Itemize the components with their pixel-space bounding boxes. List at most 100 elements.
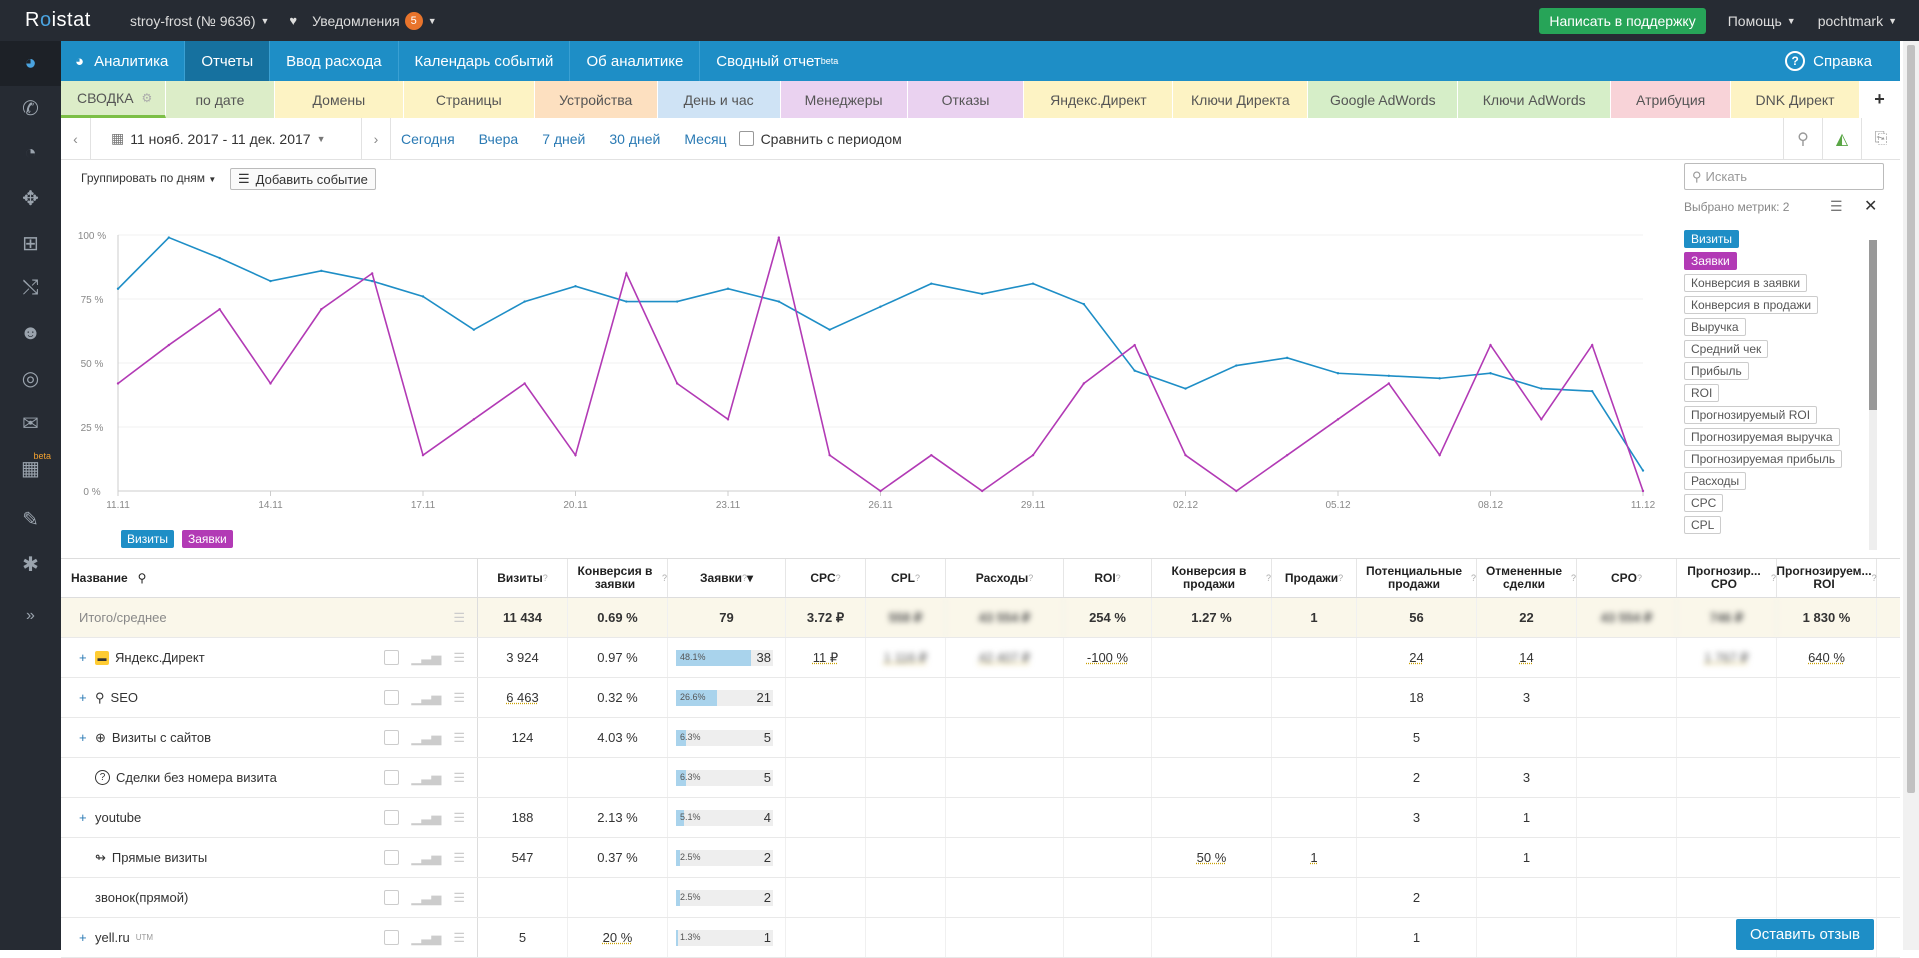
chart-icon[interactable]: ▁▃▅ [411, 690, 441, 706]
pie-chart-icon[interactable]: ◕ [0, 41, 61, 86]
row-select-checkbox[interactable] [384, 890, 399, 905]
barcode-icon[interactable]: ▦ beta [0, 446, 61, 491]
project-selector[interactable]: stroy-frost (№ 9636) ▼ [130, 13, 269, 29]
row-name[interactable]: Сделки без номера визита [116, 770, 277, 785]
tab-bounces[interactable]: Отказы [908, 81, 1025, 118]
column-header-forecast-roi[interactable]: Прогнозируем... ROI? [1777, 559, 1877, 597]
info-icon[interactable]: ? [1637, 572, 1642, 585]
next-period-arrow-icon[interactable]: › [361, 118, 391, 160]
list-icon[interactable]: ☰ [453, 890, 465, 906]
cell-cancelled[interactable]: 3 [1477, 678, 1577, 717]
metric-list-scrollbar[interactable] [1869, 240, 1877, 550]
row-name[interactable]: SEO [111, 690, 138, 705]
chart-icon[interactable]: ▁▃▅ [411, 890, 441, 906]
column-header-roi[interactable]: ROI? [1064, 559, 1152, 597]
cell-cancelled[interactable]: 3 [1477, 758, 1577, 797]
metric-tag[interactable]: ROI [1684, 384, 1719, 402]
list-icon[interactable]: ☰ [453, 730, 465, 746]
dashboard-icon[interactable]: ◔ [0, 131, 61, 176]
tab-by-date[interactable]: по дате [166, 81, 275, 118]
cell-cancelled[interactable]: 1 [1477, 798, 1577, 837]
compare-period-toggle[interactable]: Сравнить с периодом [739, 131, 902, 147]
legend-leads[interactable]: Заявки [182, 530, 233, 548]
mail-icon[interactable]: ✉ [0, 401, 61, 446]
nav-summary-report[interactable]: Сводный отчет beta [700, 41, 854, 81]
info-icon[interactable]: ? [836, 572, 841, 585]
list-icon[interactable]: ☰ [453, 770, 465, 786]
expand-plus-icon[interactable]: + [79, 810, 89, 825]
tab-pages[interactable]: Страницы [404, 81, 535, 118]
cell-potential[interactable]: 2 [1357, 758, 1477, 797]
column-header-leads[interactable]: Заявки? ▾ [668, 559, 786, 597]
info-icon[interactable]: ? [543, 572, 548, 585]
column-header-potential-sales[interactable]: Потенциальные продажи? [1357, 559, 1477, 597]
row-select-checkbox[interactable] [384, 850, 399, 865]
table-row[interactable]: + youtube ▁▃▅ ☰ 188 2.13 % 5.1% 4 3 1 [61, 798, 1900, 838]
leave-feedback-button[interactable]: Оставить отзыв [1736, 919, 1874, 950]
column-header-sales[interactable]: Продажи? [1272, 559, 1357, 597]
group-by-selector[interactable]: Группировать по дням ▼ [81, 171, 216, 185]
cell-potential[interactable]: 5 [1357, 718, 1477, 757]
metric-search-input[interactable]: ⚲ Искать [1684, 163, 1884, 190]
nav-expense-input[interactable]: Ввод расхода [270, 41, 398, 81]
column-header-name[interactable]: Название ⚲ [61, 559, 478, 597]
page-scrollbar[interactable] [1903, 41, 1919, 950]
chart-icon[interactable]: ▁▃▅ [411, 810, 441, 826]
list-icon[interactable]: ☰ [453, 930, 465, 946]
nav-help[interactable]: ? Справка [1785, 51, 1900, 71]
row-select-checkbox[interactable] [384, 690, 399, 705]
nav-events-calendar[interactable]: Календарь событий [399, 41, 571, 81]
column-header-visits[interactable]: Визиты? [478, 559, 568, 597]
cell-potential[interactable]: 3 [1357, 798, 1477, 837]
info-icon[interactable]: ? [1266, 572, 1271, 585]
preset-30-days[interactable]: 30 дней [609, 131, 660, 147]
column-header-cpc[interactable]: CPC? [786, 559, 866, 597]
tab-devices[interactable]: Устройства [535, 81, 658, 118]
cell-potential[interactable]: 18 [1357, 678, 1477, 717]
row-select-checkbox[interactable] [384, 770, 399, 785]
table-row[interactable]: ? Сделки без номера визита ▁▃▅ ☰ 6.3% 5 2 3 [61, 758, 1900, 798]
expand-plus-icon[interactable]: + [79, 730, 89, 745]
shuffle-icon[interactable]: ⤭ [0, 266, 61, 311]
table-row[interactable]: + ⚲ SEO ▁▃▅ ☰ 6 463 0.32 % 26.6% 21 18 3 [61, 678, 1900, 718]
tab-attribution[interactable]: Атрибуция [1611, 81, 1731, 118]
metric-tag[interactable]: Расходы [1684, 472, 1746, 490]
phone-icon[interactable]: ✆ [0, 86, 61, 131]
tab-managers[interactable]: Менеджеры [781, 81, 908, 118]
row-name[interactable]: Визиты с сайтов [112, 730, 211, 745]
chart-icon[interactable]: ▁▃▅ [411, 650, 441, 666]
add-tab-button[interactable]: + [1860, 81, 1900, 118]
preset-today[interactable]: Сегодня [401, 131, 455, 147]
cell-cancelled[interactable]: 1 [1477, 838, 1577, 877]
help-menu[interactable]: Помощь ▼ [1728, 13, 1796, 29]
table-row[interactable]: звонок(прямой) ▁▃▅ ☰ 2.5% 2 2 [61, 878, 1900, 918]
nav-reports[interactable]: Отчеты [185, 41, 270, 81]
compare-checkbox[interactable] [739, 131, 754, 146]
metric-tag[interactable]: Прогнозируемая прибыль [1684, 450, 1842, 468]
table-row[interactable]: ↬ Прямые визиты ▁▃▅ ☰ 547 0.37 % 2.5% 2 50 % 1 1 [61, 838, 1900, 878]
cell-roi[interactable]: -100 % [1064, 638, 1152, 677]
info-icon[interactable]: ? [1471, 572, 1476, 585]
metric-tag[interactable]: Заявки [1684, 252, 1737, 270]
legend-visits[interactable]: Визиты [121, 530, 174, 548]
cell-cancelled[interactable]: 14 [1477, 638, 1577, 677]
list-icon[interactable]: ☰ [453, 690, 465, 706]
list-icon[interactable]: ☰ [453, 850, 465, 866]
column-header-conv-leads[interactable]: Конверсия в заявки? [568, 559, 668, 597]
expand-plus-icon[interactable]: + [79, 930, 89, 945]
tools-icon[interactable]: ✎ [0, 497, 61, 542]
row-select-checkbox[interactable] [384, 810, 399, 825]
gear-icon[interactable]: ⚙ [142, 91, 153, 105]
metric-tag[interactable]: Прогнозируемый ROI [1684, 406, 1817, 424]
roistat-logo[interactable]: Roistat [0, 9, 122, 32]
expand-plus-icon[interactable]: + [79, 690, 89, 705]
column-header-forecast-cpo[interactable]: Прогнозир... CPO? [1677, 559, 1777, 597]
table-row[interactable]: + yell.ru UTM ▁▃▅ ☰ 5 20 % 1.3% 1 1 [61, 918, 1900, 958]
tab-direct-keys[interactable]: Ключи Директа [1173, 81, 1308, 118]
notifications-button[interactable]: ♥ Уведомления 5 ▼ [289, 12, 436, 30]
users-icon[interactable]: ☻ [0, 311, 61, 356]
tab-day-hour[interactable]: День и час [658, 81, 781, 118]
user-menu[interactable]: pochtmark ▼ [1818, 13, 1897, 29]
row-name[interactable]: youtube [95, 810, 141, 825]
cell-conv_sales[interactable]: 50 % [1152, 838, 1272, 877]
